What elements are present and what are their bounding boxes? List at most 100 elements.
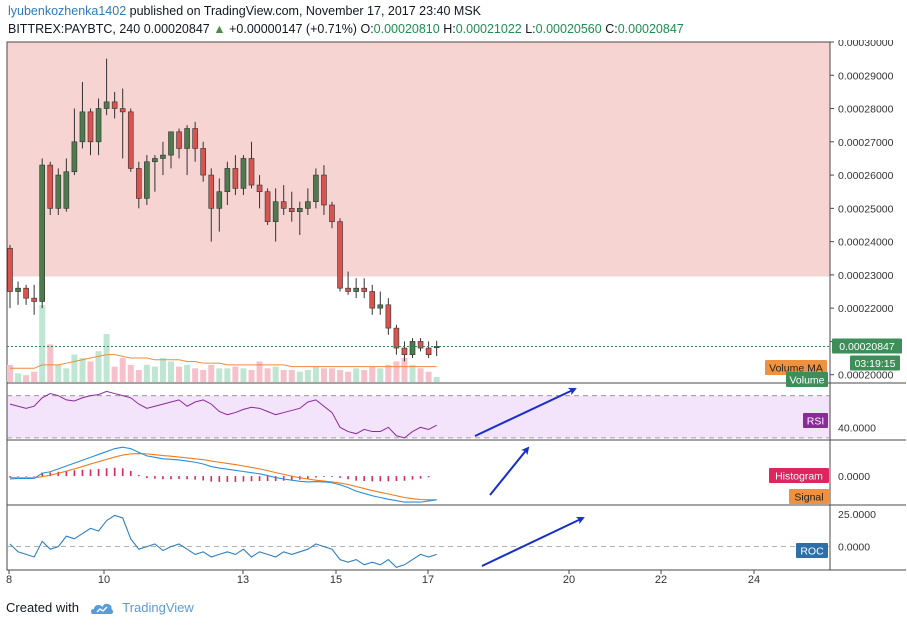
low-label: L: [525,22,536,36]
candle [377,291,384,315]
volume-bar [304,370,311,382]
candle-body [79,111,86,143]
candle [79,81,86,149]
roc-tick-label: 0.0000 [838,542,870,554]
time-tick-label: 22 [655,574,667,586]
volume-bar [119,358,126,382]
resistance-zone [7,42,830,277]
volume-bar [47,344,54,382]
candle [345,271,351,295]
volume-bar [240,368,247,382]
candle [409,338,416,359]
candle [321,165,327,215]
footer: Created with TradingView [6,598,194,618]
candle-body [176,131,182,149]
candle-body [361,287,368,292]
trend-arrow [474,387,577,437]
candle [111,91,118,119]
candle [192,121,198,162]
volume-bar [151,366,158,382]
high-label: H: [443,22,456,36]
candle [71,108,78,176]
chart-header: lyubenkozhenka1402 published on TradingV… [8,2,903,38]
candle [417,338,424,352]
created-with-text: Created with [6,600,79,615]
candle-body [401,347,408,356]
candle-body [296,208,303,212]
candle-body [345,287,351,292]
roc-label: ROC [796,543,828,558]
candle-body [31,297,37,302]
volume-bar [417,368,424,382]
volume-bar [369,366,376,382]
candle [232,155,239,196]
rsi-label: RSI [803,413,828,428]
candle-body [240,158,247,189]
volume-bar [103,334,110,382]
volume-bar [143,364,150,382]
candle [401,341,408,362]
histogram-label: Histogram [769,468,829,483]
candle [152,155,158,192]
candle-body [288,208,295,212]
volume-bar [377,368,384,382]
candle-body [87,111,94,143]
volume-bar [353,368,360,382]
volume-bar [176,366,183,382]
tradingview-link[interactable]: TradingView [122,600,194,615]
candle-body [15,287,21,292]
candle [256,175,263,209]
candle-body [152,158,158,163]
candle [160,141,166,176]
candle-body [337,221,343,289]
candle-body [71,141,78,173]
volume-bar [312,366,319,382]
countdown-label-bg [850,355,900,371]
price-chart[interactable]: 40.0000 0.0000 25.0000 0.0000 0.00020000 0.0… [0,40,907,595]
candle [200,141,206,182]
last-price-label-bg [832,338,902,354]
time-tick-label: 24 [748,574,760,586]
high-value: 0.00021022 [455,22,522,36]
published-info: published on TradingView.com, November 1… [129,4,482,18]
price-tick-label: 0.00026000 [838,170,894,182]
candle [95,98,102,156]
candle-body [369,291,376,309]
last-price: 0.00020847 [143,22,210,36]
volume-label-bg [786,372,828,387]
volume-bar [425,371,432,382]
volume-bar [63,368,70,382]
signal-label-text: Signal [794,492,823,504]
candle [385,298,392,335]
volume-bar [385,364,392,382]
last-price-label-text: 0.00020847 [839,341,895,353]
volume-bar [280,370,287,382]
price-tick-label: 0.00020000 [838,370,894,382]
volume-bar [320,368,327,382]
candle [369,284,376,315]
volume-bar [224,368,231,382]
candle [144,155,150,206]
price-tick-label: 0.00028000 [838,104,894,116]
volume-bar [329,368,335,382]
candle [23,284,29,305]
volume-label-text: Volume [789,375,824,387]
candle-body [353,287,359,292]
tradingview-cloud-icon [90,603,113,614]
candle-body [200,148,206,176]
volume-bar [200,370,207,382]
candle-body [264,191,271,222]
candle-body [144,161,150,199]
author-link[interactable]: lyubenkozhenka1402 [8,4,127,18]
candle-body [184,128,190,149]
volume-bar [216,368,223,382]
volume-bar [15,373,22,382]
candle-body [256,184,263,193]
candle-body [208,174,215,209]
volume-bar [337,370,344,382]
candle [184,125,190,176]
volume-bar [55,364,62,382]
close-value: 0.00020847 [617,22,684,36]
candle [87,108,94,156]
macd-signal-line [9,453,437,501]
